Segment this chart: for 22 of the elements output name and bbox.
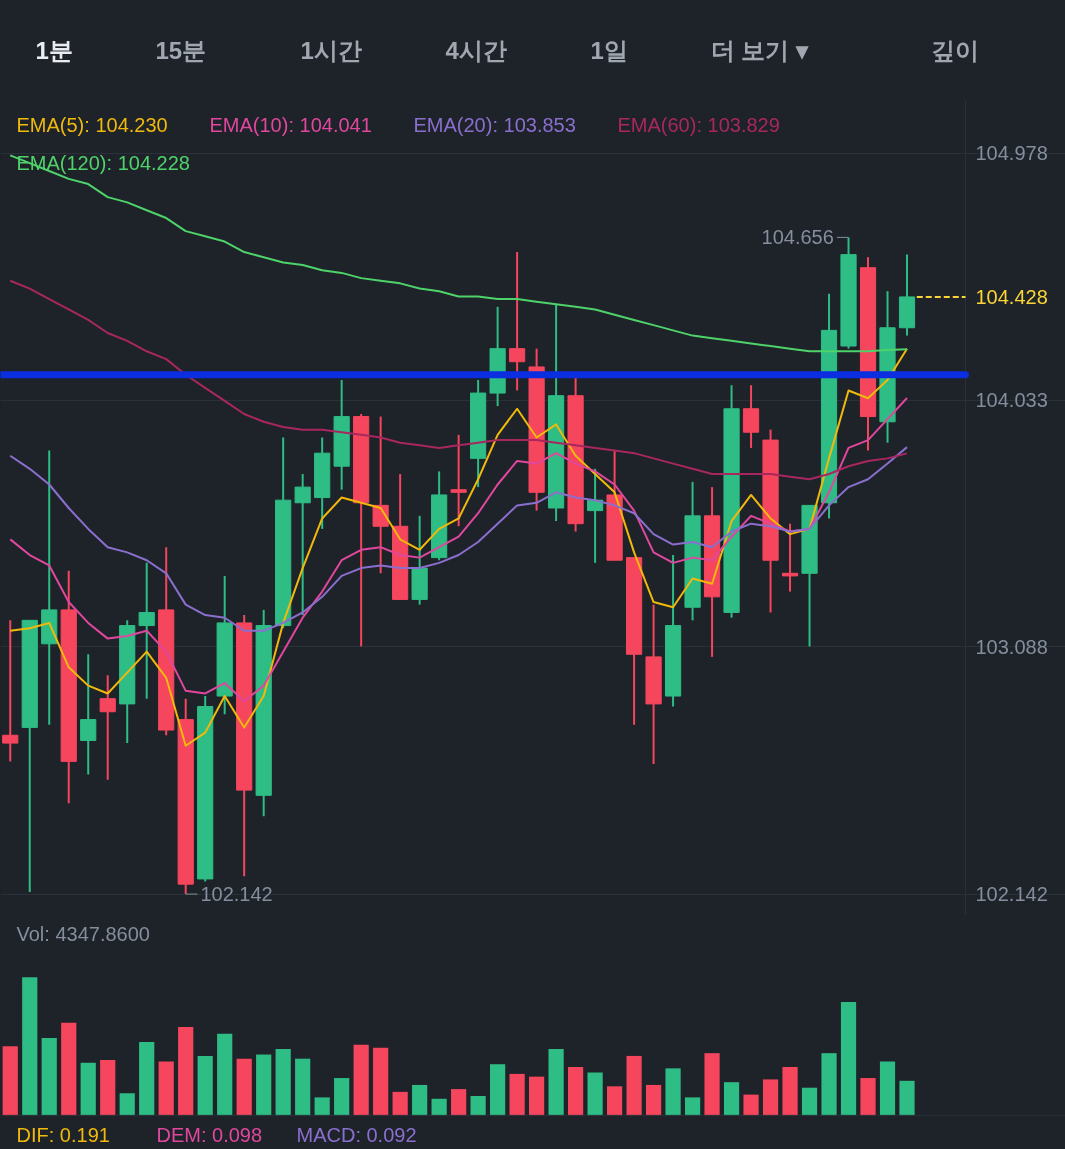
text: 1분 [35,37,73,64]
text: 15분 [155,37,207,64]
annotation: 104.656 [761,226,834,249]
chart-title: Vol: 4347.8600 [16,922,150,945]
text: EMA(10): 104.041 [209,113,372,136]
text: DIF: 0.191 [16,1123,110,1146]
y-tick-label: 104.978 [975,142,1048,165]
text: EMA(5): 104.230 [16,113,168,136]
text: 더 보기 ▾ [710,37,809,64]
text: 1일 [590,37,628,64]
text: 4시간 [445,37,507,64]
text: EMA(20): 103.853 [413,113,576,136]
text: EMA(60): 103.829 [617,113,780,136]
text: DEM: 0.098 [156,1123,263,1146]
y-tick-label: 103.088 [975,635,1048,658]
annotation: 102.142 [200,883,273,906]
ref-line-label: 104.428 [975,285,1048,308]
text: 1시간 [300,37,362,64]
y-tick-label: 102.142 [975,883,1048,906]
text: MACD: 0.092 [296,1123,417,1146]
y-tick-label: 104.033 [975,389,1048,412]
text: 깊이 [930,37,979,64]
